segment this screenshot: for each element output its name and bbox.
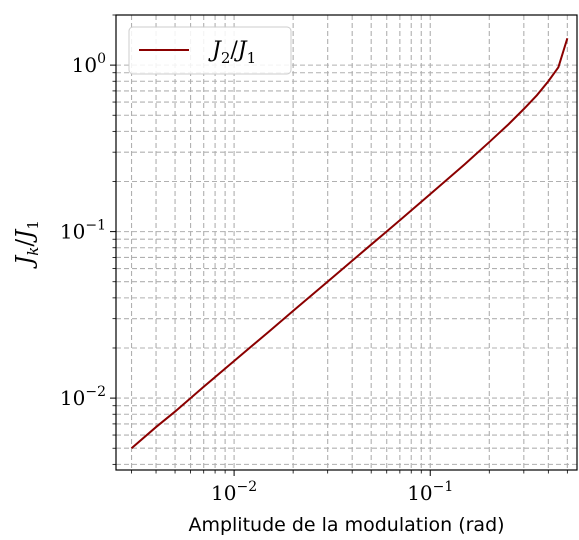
legend-label: J2/J1 [208,38,256,67]
series-line [130,37,569,449]
ticks [110,14,568,476]
x-tick-label: 10−1 [407,479,453,505]
legend: J2/J1 [128,26,292,75]
x-axis-label: Amplitude de la modulation (rad) [188,514,504,536]
y-tick-label: 100 [72,51,106,77]
y-tick-label: 10−2 [60,384,106,410]
series-layer [130,37,569,449]
y-axis-label: Jk/J1 [12,220,42,269]
x-tick-label: 10−2 [211,479,257,505]
y-tick-label: 10−1 [60,218,106,244]
axis-labels: 10−2 10−1 10−2 10−1 100 Amplitude de la modul… [12,51,505,536]
plot-frame [115,14,578,471]
legend-box [128,26,292,75]
